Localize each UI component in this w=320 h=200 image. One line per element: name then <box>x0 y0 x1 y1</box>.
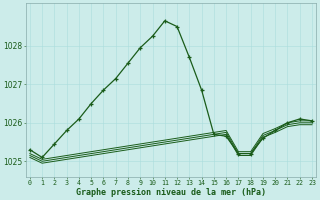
X-axis label: Graphe pression niveau de la mer (hPa): Graphe pression niveau de la mer (hPa) <box>76 188 266 197</box>
